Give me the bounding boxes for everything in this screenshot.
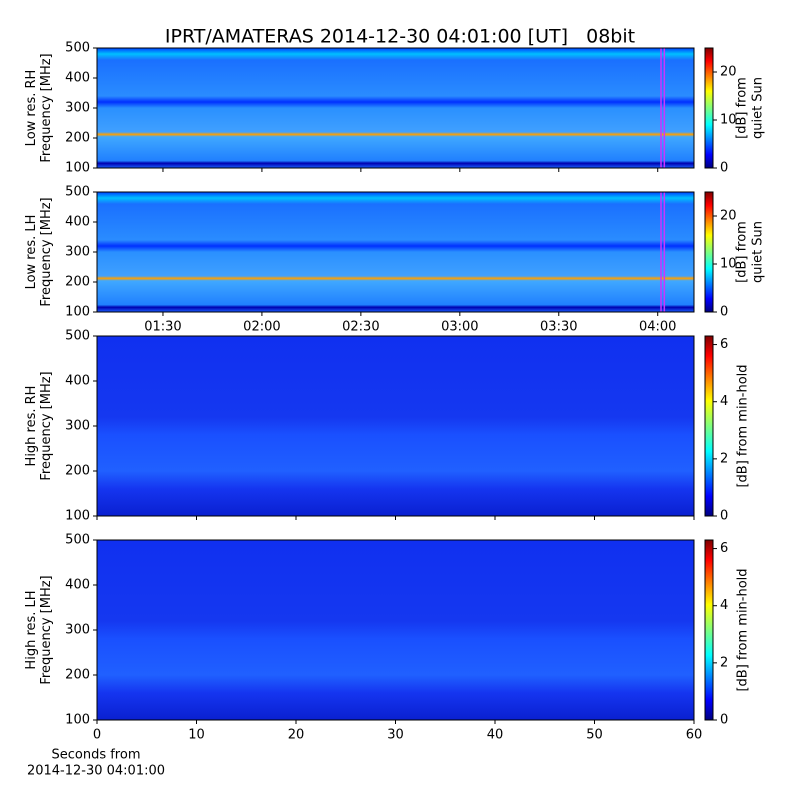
y-axis-label: High res. LH	[24, 590, 39, 669]
colorbar	[704, 539, 714, 721]
colorbar-tick-label: 4	[720, 394, 728, 409]
y-tick-label: 300	[65, 245, 90, 260]
colorbar-label: quiet Sun	[751, 221, 766, 283]
colorbar-tick-label: 0	[720, 161, 728, 176]
colorbar-tick-label: 0	[720, 713, 728, 728]
spectrogram-image	[97, 336, 694, 516]
x-tick-label: 20	[288, 728, 305, 743]
x-tick-label: 02:30	[342, 320, 379, 335]
colorbar-tick-label: 6	[720, 541, 728, 556]
colorbar-tick-label: 20	[720, 209, 737, 224]
y-tick-label: 500	[65, 41, 90, 56]
colorbar-tick-label: 2	[720, 451, 728, 466]
colorbar-label: [dB] from	[735, 221, 750, 283]
x-tick-label: 50	[586, 728, 603, 743]
title: IPRT/AMATERAS 2014-12-30 04:01:00 [UT] 0…	[165, 26, 635, 48]
colorbar-tick-label: 4	[720, 598, 728, 613]
colorbar-tick-label: 20	[720, 65, 737, 80]
y-tick-label: 300	[65, 623, 90, 638]
spectrogram-image	[97, 540, 694, 720]
x-tick-label: 03:30	[540, 320, 577, 335]
colorbar	[704, 335, 714, 517]
y-tick-label: 400	[65, 215, 90, 230]
y-tick-label: 500	[65, 533, 90, 548]
colorbar-tick-label: 0	[720, 509, 728, 524]
y-axis-label: Low res. LH	[24, 215, 39, 290]
x-tick-label: 30	[387, 728, 404, 743]
y-tick-label: 500	[65, 329, 90, 344]
colorbar-label: quiet Sun	[751, 77, 766, 139]
y-tick-label: 500	[65, 185, 90, 200]
colorbar-tick-label: 10	[720, 113, 737, 128]
y-axis-label: Frequency [MHz]	[39, 53, 54, 162]
y-tick-label: 200	[65, 131, 90, 146]
y-axis-label: High res. RH	[24, 386, 39, 467]
y-tick-label: 400	[65, 71, 90, 86]
colorbar-label: [dB] from min-hold	[736, 364, 751, 487]
y-axis-label: Frequency [MHz]	[39, 371, 54, 480]
y-axis-label: Frequency [MHz]	[39, 197, 54, 306]
x-tick-label: 0	[93, 728, 101, 743]
x-axis-label: 2014-12-30 04:01:00	[27, 764, 165, 779]
y-tick-label: 100	[65, 161, 90, 176]
y-tick-label: 100	[65, 713, 90, 728]
colorbar	[704, 47, 714, 169]
y-tick-label: 400	[65, 578, 90, 593]
y-tick-label: 300	[65, 101, 90, 116]
y-tick-label: 100	[65, 305, 90, 320]
y-tick-label: 200	[65, 668, 90, 683]
colorbar-label: [dB] from min-hold	[736, 568, 751, 691]
y-axis-label: Low res. RH	[24, 70, 39, 147]
x-tick-label: 40	[487, 728, 504, 743]
y-tick-label: 100	[65, 509, 90, 524]
spectrogram-image	[97, 192, 694, 312]
y-tick-label: 400	[65, 374, 90, 389]
y-tick-label: 200	[65, 275, 90, 290]
colorbar-tick-label: 6	[720, 337, 728, 352]
colorbar	[704, 191, 714, 313]
colorbar-tick-label: 2	[720, 655, 728, 670]
colorbar-tick-label: 0	[720, 305, 728, 320]
colorbar-tick-label: 10	[720, 257, 737, 272]
x-tick-label: 60	[686, 728, 703, 743]
x-tick-label: 03:00	[441, 320, 478, 335]
y-tick-label: 200	[65, 464, 90, 479]
x-tick-label: 10	[188, 728, 205, 743]
x-tick-label: 02:00	[243, 320, 280, 335]
colorbar-label: [dB] from	[735, 77, 750, 139]
y-tick-label: 300	[65, 419, 90, 434]
x-axis-label: Seconds from	[51, 748, 140, 763]
spectrogram-image	[97, 48, 694, 168]
x-tick-label: 04:00	[639, 320, 676, 335]
y-axis-label: Frequency [MHz]	[39, 575, 54, 684]
x-tick-label: 01:30	[144, 320, 181, 335]
